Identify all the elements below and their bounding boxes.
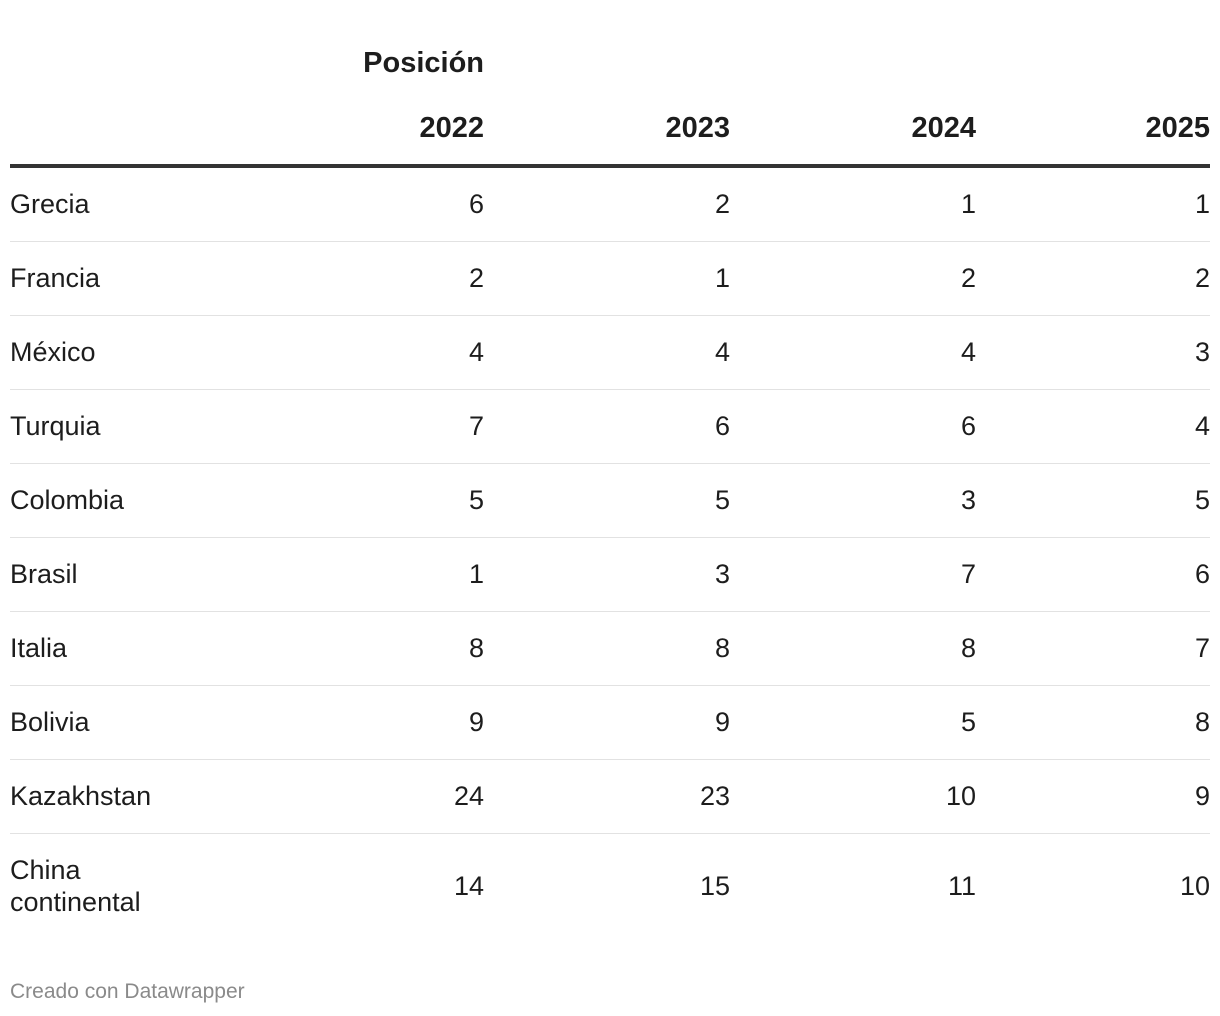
value-cell-2025: 9 [976, 759, 1210, 834]
row-label: Bolivia [10, 707, 90, 737]
value-cell-2022: 5 [240, 463, 484, 538]
row-label-cell: China continental [10, 834, 240, 939]
value-cell-2025: 8 [976, 685, 1210, 760]
value-cell-2023: 9 [484, 685, 730, 760]
value-cell-2022: 14 [453, 870, 484, 901]
value-cell-2022: 2 [240, 241, 484, 316]
value-cell-2022: 9 [240, 685, 484, 760]
row-label: Francia [10, 263, 101, 293]
ranking-table: Posición 2022 2023 2024 2025 Grecia 6 2 1 1 F… [10, 34, 1210, 938]
datawrapper-credit: Creado con Datawrapper [10, 980, 245, 1003]
value-cell-2024: 8 [730, 611, 976, 686]
value-cell-2025: 1 [976, 166, 1210, 242]
column-header-2025: 2025 [976, 92, 1210, 168]
value-cell-2022: 6 [240, 166, 484, 242]
value-cell-2024: 3 [730, 463, 976, 538]
table-row: China continental 14 15 11 10 [10, 834, 1210, 939]
value-cell-2022: 8 [240, 611, 484, 686]
table-row: Colombia 5 5 3 5 [10, 463, 1210, 538]
value-cell-2025: 6 [976, 537, 1210, 612]
value-cell-2025: 4 [976, 389, 1210, 464]
value-cell-2023: 15 [699, 870, 730, 901]
table-row: Grecia 6 2 1 1 [10, 166, 1210, 242]
value-cell-2025: 10 [1179, 870, 1210, 901]
value-cell-2025: 7 [976, 611, 1210, 686]
value-cell-2024: 11 [947, 870, 976, 901]
value-cell-2024: 5 [730, 685, 976, 760]
column-header-2022: 2022 [240, 92, 484, 168]
table-row: Bolivia 9 9 5 8 [10, 685, 1210, 760]
row-label: Turquia [10, 411, 101, 441]
row-label: Colombia [10, 485, 125, 515]
row-label-cell: Bolivia [10, 685, 240, 760]
value-cell-2023: 23 [484, 759, 730, 834]
value-cell-2023: 1 [484, 241, 730, 316]
value-cell-2024: 7 [730, 537, 976, 612]
table-row: Brasil 1 3 7 6 [10, 537, 1210, 612]
row-label-cell: México [10, 315, 240, 390]
value-cell-2022: 1 [240, 537, 484, 612]
value-cell-2024: 6 [730, 389, 976, 464]
table-row: Kazakhstan 24 23 10 9 [10, 759, 1210, 834]
row-label: Kazakhstan [10, 781, 152, 811]
table-row: México 4 4 4 3 [10, 315, 1210, 390]
value-cell-2024: 10 [730, 759, 976, 834]
row-label-cell: Brasil [10, 537, 240, 612]
empty-header-cell [976, 34, 1210, 92]
row-label-cell: Turquia [10, 389, 240, 464]
value-cell-2023: 4 [484, 315, 730, 390]
value-cell-2022: 24 [240, 759, 484, 834]
row-label: Grecia [10, 189, 90, 219]
row-label-cell: Italia [10, 611, 240, 686]
row-label: Italia [10, 633, 68, 663]
row-label-cell: Francia [10, 241, 240, 316]
column-header-2024: 2024 [730, 92, 976, 168]
value-cell-2024: 1 [730, 166, 976, 242]
value-cell-2024: 2 [730, 241, 976, 316]
value-cell-2023: 8 [484, 611, 730, 686]
empty-header-cell [10, 92, 240, 168]
row-label: China continental [10, 855, 141, 917]
value-cell-2025: 2 [976, 241, 1210, 316]
value-cell-2022: 7 [240, 389, 484, 464]
value-cell-2023: 6 [484, 389, 730, 464]
empty-header-cell [10, 34, 240, 92]
value-cell-2025: 5 [976, 463, 1210, 538]
value-cell-2024: 4 [730, 315, 976, 390]
table-row: Francia 2 1 2 2 [10, 241, 1210, 316]
row-label-cell: Colombia [10, 463, 240, 538]
column-header-2023: 2023 [484, 92, 730, 168]
value-cell-2025: 3 [976, 315, 1210, 390]
year-header-row: 2022 2023 2024 2025 [10, 92, 1210, 168]
empty-header-cell [484, 34, 730, 92]
row-label-cell: Grecia [10, 166, 240, 242]
value-cell-2023: 2 [484, 166, 730, 242]
table-row: Turquia 7 6 6 4 [10, 389, 1210, 464]
value-cell-2023: 5 [484, 463, 730, 538]
table-row: Italia 8 8 8 7 [10, 611, 1210, 686]
table-body: Grecia 6 2 1 1 Francia 2 1 2 2 México 4 4 4 3 Turquia 7 6… [10, 166, 1210, 938]
empty-header-cell [730, 34, 976, 92]
row-label: México [10, 337, 96, 367]
row-label: Brasil [10, 559, 78, 589]
row-label-cell: Kazakhstan [10, 759, 240, 834]
value-cell-2022: 4 [240, 315, 484, 390]
value-cell-2023: 3 [484, 537, 730, 612]
column-group-header: Posición [363, 46, 484, 79]
group-header-row: Posición [10, 34, 1210, 92]
